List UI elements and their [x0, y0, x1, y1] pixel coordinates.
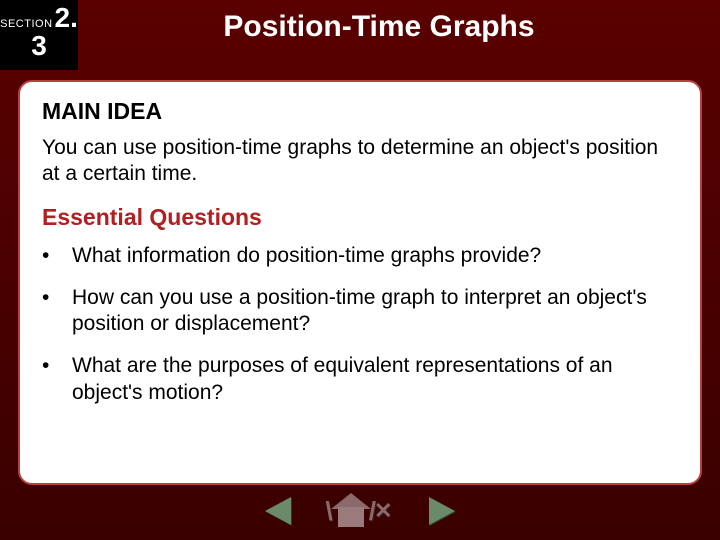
- section-badge: SECTION 2. 3: [0, 0, 78, 70]
- header: SECTION 2. 3 Position-Time Graphs: [0, 0, 720, 80]
- bullet-dot: •: [42, 243, 72, 269]
- bullet-text: What are the purposes of equivalent repr…: [72, 353, 678, 406]
- house-body-icon: [338, 507, 364, 527]
- section-label: SECTION: [0, 18, 52, 30]
- arrow-left-icon: [265, 497, 291, 525]
- home-button[interactable]: [331, 493, 371, 529]
- section-number-bottom: 3: [31, 32, 47, 60]
- page-title: Position-Time Graphs: [78, 0, 720, 44]
- main-idea-heading-rest: IDEA: [101, 98, 162, 124]
- list-item: • What are the purposes of equivalent re…: [42, 353, 678, 406]
- nav-center: \ / ✕: [305, 490, 415, 532]
- nav-bar: \ / ✕: [0, 490, 720, 532]
- content-panel: MAIN IDEA You can use position-time grap…: [18, 80, 702, 485]
- main-idea-text: You can use position-time graphs to dete…: [42, 135, 678, 188]
- main-idea-heading-bold: MAIN: [42, 98, 101, 124]
- section-number-top: 2.: [55, 4, 78, 32]
- slide: SECTION 2. 3 Position-Time Graphs MAIN I…: [0, 0, 720, 540]
- bullet-text: What information do position-time graphs…: [72, 243, 541, 269]
- bullet-text: How can you use a position-time graph to…: [72, 285, 678, 338]
- arrow-right-icon: [429, 497, 455, 525]
- close-icon[interactable]: ✕: [374, 498, 392, 524]
- next-button[interactable]: [421, 493, 463, 529]
- main-idea-heading: MAIN IDEA: [42, 98, 678, 125]
- list-item: • What information do position-time grap…: [42, 243, 678, 269]
- essential-questions-heading: Essential Questions: [42, 204, 678, 231]
- essential-questions-list: • What information do position-time grap…: [42, 243, 678, 406]
- list-item: • How can you use a position-time graph …: [42, 285, 678, 338]
- bullet-dot: •: [42, 353, 72, 406]
- prev-button[interactable]: [257, 493, 299, 529]
- bullet-dot: •: [42, 285, 72, 338]
